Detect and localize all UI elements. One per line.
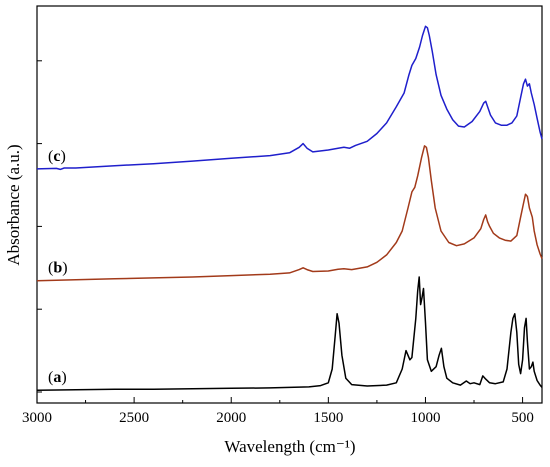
x-axis-title: Wavelength (cm⁻¹) — [224, 437, 355, 456]
x-tick-label: 500 — [511, 410, 534, 426]
x-tick-label: 1000 — [410, 410, 440, 426]
plot-area — [36, 5, 543, 404]
series-label-c: (c) — [48, 148, 66, 165]
series-line-b — [36, 145, 543, 282]
series-label-part: ( — [48, 369, 53, 386]
series-line-a — [36, 276, 543, 391]
x-tick-label: 2000 — [216, 410, 246, 426]
y-axis-ticks — [37, 60, 42, 393]
series-label-part: ( — [48, 260, 53, 277]
series-line-c — [36, 25, 543, 171]
series-label-part: ) — [60, 148, 65, 165]
x-tick-label: 1500 — [313, 410, 343, 426]
series-label-b: (b) — [48, 260, 68, 277]
y-axis-title: Absorbance (a.u.) — [4, 144, 23, 265]
series-label-part: ( — [48, 148, 53, 165]
x-axis-ticks: 3000 2500 2000 1500 1000 500 — [22, 397, 534, 426]
series-label-a: (a) — [48, 369, 67, 386]
series-label-part: ) — [61, 369, 66, 386]
series-group: (a)(b)(c) — [36, 25, 543, 391]
x-tick-label: 3000 — [22, 410, 52, 426]
series-label-part: ) — [62, 260, 67, 277]
x-tick-label: 2500 — [119, 410, 149, 426]
series-label-part: b — [53, 260, 62, 277]
series-label-part: a — [53, 369, 61, 386]
series-label-part: c — [53, 148, 60, 165]
